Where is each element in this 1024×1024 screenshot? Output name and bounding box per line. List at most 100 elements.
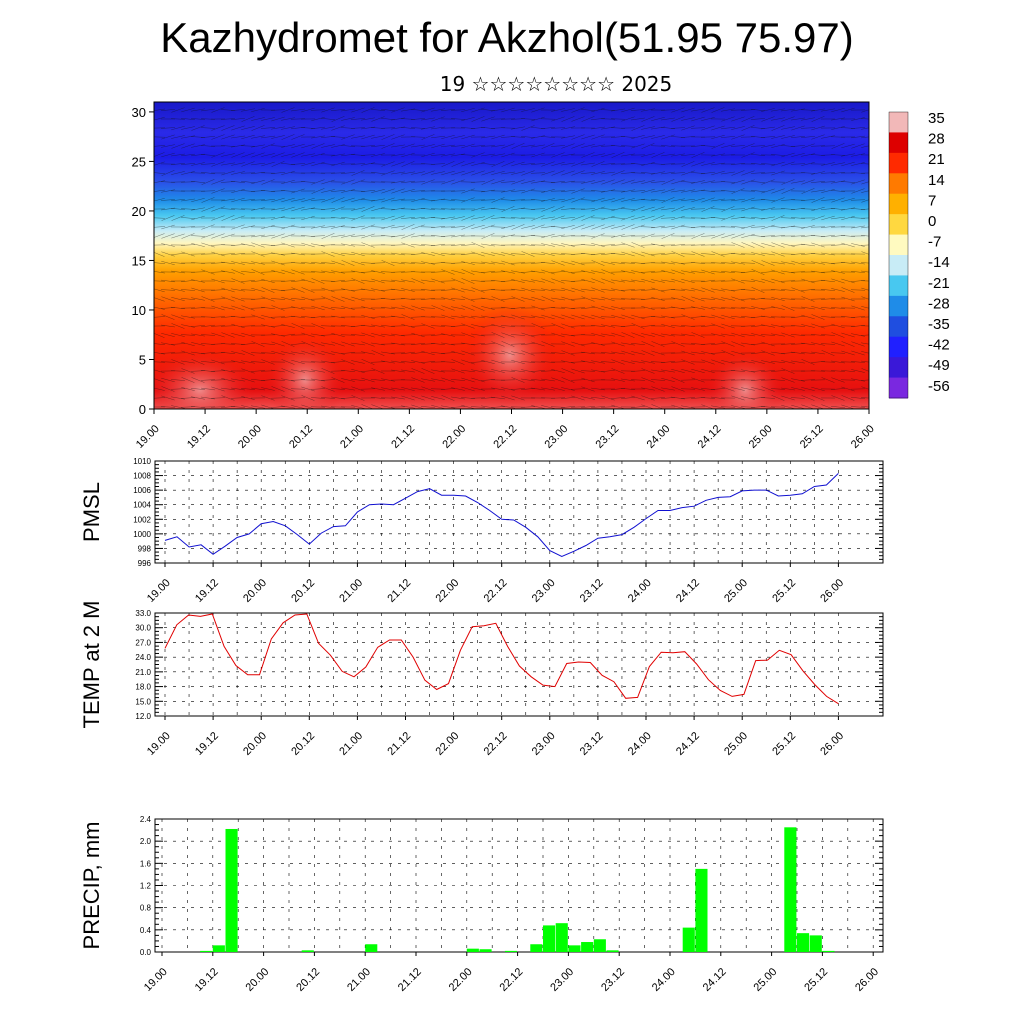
wind-barb bbox=[181, 143, 195, 149]
wind-barb bbox=[701, 117, 715, 121]
wind-barb bbox=[581, 351, 595, 355]
wind-barb bbox=[161, 324, 175, 328]
wind-barb bbox=[651, 243, 665, 247]
wind-barb bbox=[701, 125, 715, 131]
wind-barb bbox=[441, 134, 455, 140]
wind-barb bbox=[154, 333, 165, 338]
wind-barb bbox=[861, 251, 869, 255]
wind-barb bbox=[260, 217, 276, 219]
wind-barb bbox=[321, 262, 335, 264]
wind-barb bbox=[201, 396, 215, 400]
wind-barb bbox=[391, 144, 405, 148]
wind-barb bbox=[281, 368, 295, 374]
wind-barb bbox=[471, 116, 485, 122]
wind-barb bbox=[201, 108, 215, 112]
wind-barb bbox=[771, 154, 785, 156]
wind-barb bbox=[241, 280, 255, 282]
wind-barb bbox=[741, 125, 755, 131]
wind-barb bbox=[740, 262, 756, 264]
wind-barb bbox=[691, 270, 705, 274]
wind-barb bbox=[421, 134, 435, 140]
wind-barb bbox=[620, 298, 636, 300]
wind-barb bbox=[154, 252, 165, 257]
wind-barb bbox=[591, 342, 605, 346]
wind-barb bbox=[201, 242, 215, 248]
wind-barb bbox=[361, 279, 375, 283]
wind-barb bbox=[481, 224, 495, 230]
wind-barb bbox=[461, 224, 475, 230]
wind-barb bbox=[331, 388, 345, 390]
wind-barb bbox=[711, 288, 725, 292]
wind-barb bbox=[641, 333, 655, 337]
wind-barb bbox=[541, 361, 555, 363]
wind-barb bbox=[621, 242, 635, 248]
wind-barb bbox=[440, 352, 456, 354]
wind-barb bbox=[531, 387, 545, 391]
wind-barb bbox=[620, 145, 636, 147]
wind-barb bbox=[831, 180, 845, 184]
wind-barb bbox=[341, 179, 355, 185]
wind-barb bbox=[821, 252, 835, 256]
wind-barb bbox=[711, 307, 725, 309]
wind-barb bbox=[611, 206, 625, 212]
wind-barb bbox=[181, 107, 195, 113]
wind-barb bbox=[281, 134, 295, 140]
wind-barb bbox=[741, 333, 755, 337]
wind-barb bbox=[580, 208, 596, 210]
wind-barb bbox=[154, 316, 165, 318]
wind-barb bbox=[680, 397, 696, 399]
wind-barb bbox=[160, 127, 176, 129]
wind-barb bbox=[631, 125, 645, 131]
wind-barb bbox=[231, 269, 245, 275]
x-tick-label: 23.12 bbox=[578, 730, 606, 758]
wind-barb bbox=[661, 315, 675, 319]
wind-barb bbox=[551, 243, 565, 247]
wind-barb bbox=[611, 234, 625, 238]
wind-barb bbox=[591, 387, 605, 391]
wind-barb bbox=[511, 334, 525, 336]
precip-bar bbox=[593, 939, 606, 952]
wind-barb bbox=[591, 270, 605, 274]
wind-barb bbox=[481, 215, 495, 221]
wind-barb bbox=[720, 199, 736, 201]
wind-barb bbox=[761, 224, 775, 230]
wind-barb bbox=[670, 334, 686, 336]
wind-barb bbox=[461, 143, 475, 149]
wind-barb bbox=[171, 405, 185, 409]
wind-barb bbox=[221, 395, 235, 401]
wind-barb bbox=[801, 352, 815, 354]
wind-barb bbox=[841, 350, 855, 356]
wind-barb bbox=[381, 235, 395, 237]
wind-barb bbox=[800, 208, 816, 210]
wind-barb bbox=[360, 181, 376, 183]
wind-barb bbox=[461, 278, 475, 284]
wind-barb bbox=[681, 369, 695, 373]
colorbar-swatch bbox=[889, 377, 908, 399]
wind-barb bbox=[841, 161, 855, 167]
wind-barb bbox=[771, 289, 785, 291]
y-tick-label: 1.2 bbox=[140, 882, 152, 891]
wind-barb bbox=[350, 127, 366, 129]
wind-barb bbox=[761, 252, 775, 256]
wind-barb bbox=[301, 386, 315, 392]
wind-barb bbox=[721, 136, 735, 138]
y-axis-title: TEMP at 2 M bbox=[79, 601, 104, 729]
wind-barb bbox=[251, 387, 265, 391]
wind-barb bbox=[570, 388, 586, 390]
wind-barb bbox=[481, 369, 495, 373]
wind-barb bbox=[791, 253, 805, 255]
wind-barb bbox=[220, 280, 236, 282]
wind-barb bbox=[581, 343, 595, 345]
wind-barb bbox=[351, 360, 365, 364]
x-tick-label: 25.12 bbox=[770, 577, 798, 605]
wind-barb bbox=[161, 243, 175, 247]
wind-barb bbox=[391, 198, 405, 202]
wind-barb bbox=[451, 387, 465, 391]
x-tick-label: 21.12 bbox=[385, 730, 413, 758]
wind-barb bbox=[741, 143, 755, 149]
wind-barb bbox=[341, 387, 355, 391]
wind-barb bbox=[741, 307, 755, 309]
wind-barb bbox=[751, 279, 765, 283]
wind-barb bbox=[251, 135, 265, 139]
